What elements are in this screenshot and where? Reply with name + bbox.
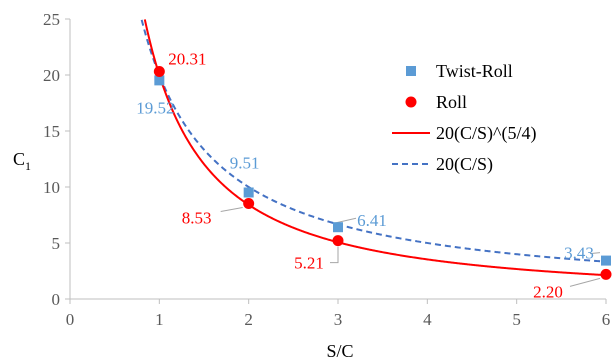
roll-marker	[600, 268, 612, 280]
y-tick-label: 20	[43, 66, 60, 85]
legend-label: 20(C/S)^(5/4)	[436, 123, 536, 144]
roll-marker	[243, 197, 255, 209]
roll-leader-line	[569, 277, 601, 287]
y-tick-label: 5	[52, 234, 61, 253]
y-tick-label: 10	[43, 178, 60, 197]
x-tick-label: 3	[334, 310, 343, 329]
curve-20-c-over-s	[140, 19, 607, 263]
twist-roll-marker	[333, 222, 343, 233]
y-axis-title-main: C	[13, 149, 25, 169]
markers	[153, 66, 612, 280]
x-tick-label: 0	[66, 310, 75, 329]
legend-twist-roll-swatch	[406, 66, 416, 76]
roll-data-label: 20.31	[168, 50, 206, 69]
roll-marker	[153, 66, 165, 78]
curve-20-c-over-s-pow-5-4	[143, 19, 607, 277]
x-tick-label: 4	[423, 310, 432, 329]
axes: 0 5 10 15 20 25 0 1 2 3 4 5 6	[43, 10, 610, 329]
y-tick-label: 25	[43, 10, 60, 29]
roll-leader-line	[220, 207, 243, 212]
y-tick-label: 0	[52, 290, 61, 309]
twist-roll-data-label: 19.52	[136, 98, 174, 117]
legend-label: 20(C/S)	[436, 154, 493, 175]
y-axis-title-subscript: 1	[25, 159, 31, 173]
data-labels: 19.52 9.51 6.41 3.43 20.31 8.53 5.21 2.20	[136, 50, 594, 302]
roll-data-label: 5.21	[294, 254, 324, 273]
x-tick-label: 5	[512, 310, 521, 329]
y-tick-label: 15	[43, 122, 60, 141]
twist-roll-data-label: 9.51	[230, 153, 260, 172]
roll-data-label: 8.53	[182, 208, 212, 227]
twist-roll-data-label: 6.41	[357, 211, 387, 230]
legend-label: Roll	[436, 92, 467, 112]
roll-leader-line	[330, 246, 339, 264]
legend: Twist-Roll Roll 20(C/S)^(5/4) 20(C/S)	[392, 61, 536, 175]
twist-roll-marker	[154, 75, 165, 86]
twist-roll-leader-line	[589, 252, 601, 255]
curves	[140, 19, 607, 277]
roll-marker	[332, 235, 344, 247]
twist-roll-marker	[601, 255, 611, 266]
x-axis-title: S/C	[326, 341, 353, 361]
x-tick-label: 1	[155, 310, 164, 329]
twist-roll-data-label: 3.43	[564, 244, 594, 263]
y-axis-title: C1	[13, 149, 31, 173]
legend-label: Twist-Roll	[436, 61, 513, 81]
legend-roll-swatch	[405, 96, 417, 108]
x-tick-label: 6	[602, 310, 611, 329]
x-tick-label: 2	[244, 310, 253, 329]
twist-roll-marker	[243, 187, 254, 198]
roll-data-label: 2.20	[533, 282, 563, 301]
